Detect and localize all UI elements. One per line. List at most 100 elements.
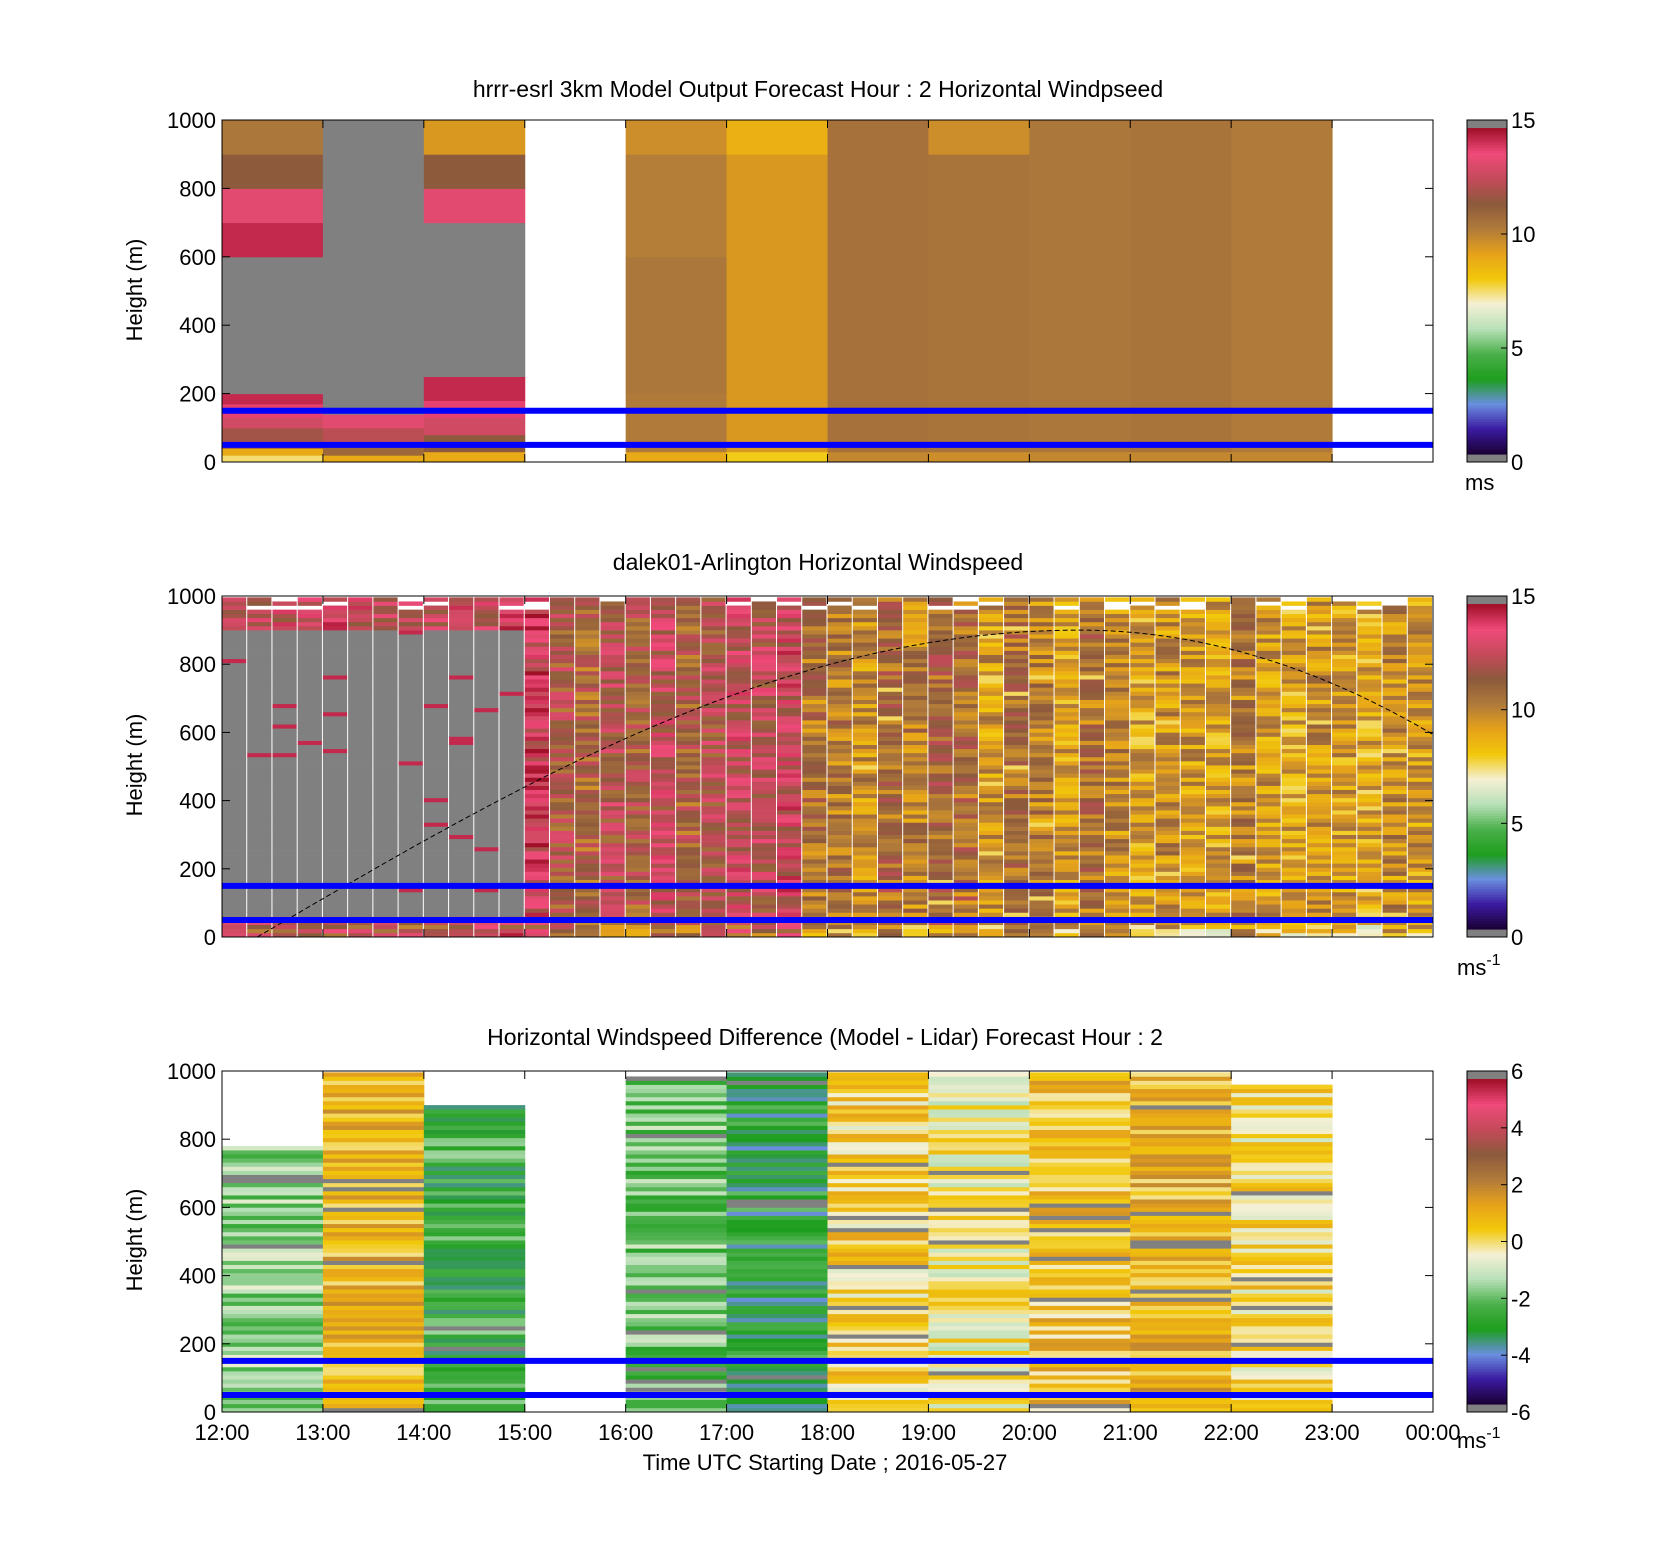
heatmap-cell (726, 1375, 828, 1380)
heatmap-cell (1130, 613, 1155, 619)
heatmap-cell (802, 859, 827, 864)
heatmap-cell (877, 626, 903, 631)
heatmap-cell (1029, 609, 1054, 615)
heatmap-cell (575, 863, 600, 868)
heatmap-cell (1155, 671, 1180, 676)
heatmap-cell (1004, 896, 1029, 901)
heatmap-cell (751, 781, 777, 786)
colorbar-segment (1467, 620, 1507, 624)
heatmap-cell (1281, 617, 1306, 623)
colorbar-segment (1467, 269, 1507, 273)
colorbar-segment (1467, 864, 1507, 868)
heatmap-cell (474, 789, 499, 795)
heatmap-cell (322, 912, 348, 917)
heatmap-cell (1231, 879, 1256, 885)
heatmap-cell (953, 851, 978, 856)
heatmap-cell (726, 1313, 828, 1319)
heatmap-cell (928, 810, 953, 815)
heatmap-cell (1029, 626, 1054, 631)
heatmap-cell (222, 1219, 324, 1225)
heatmap-cell (423, 1150, 526, 1155)
colorbar-segment (1467, 709, 1507, 713)
heatmap-cell (1004, 900, 1029, 905)
heatmap-cell (625, 707, 650, 713)
heatmap-cell (423, 785, 449, 790)
heatmap-cell (373, 818, 398, 823)
heatmap-cell (222, 1195, 324, 1200)
heatmap-cell (373, 826, 398, 831)
heatmap-cell (625, 765, 650, 770)
heatmap-cell (1332, 679, 1357, 684)
heatmap-cell (398, 891, 423, 897)
heatmap-cell (928, 711, 953, 717)
heatmap-cell (726, 1133, 828, 1139)
heatmap-cell (600, 769, 625, 774)
heatmap-cell (676, 756, 701, 762)
heatmap-cell (928, 601, 953, 606)
heatmap-cell (474, 859, 499, 864)
heatmap-cell (1332, 744, 1357, 750)
heatmap-cell (272, 777, 297, 782)
heatmap-cell (827, 724, 852, 729)
time-column (1079, 597, 1105, 938)
heatmap-cell (701, 797, 726, 803)
heatmap-cell (398, 724, 423, 729)
heatmap-cell (625, 1334, 728, 1339)
heatmap-cell (827, 1203, 929, 1208)
heatmap-cell (877, 896, 903, 901)
heatmap-cell (1332, 716, 1357, 721)
heatmap-cell (247, 724, 272, 729)
heatmap-cell (877, 720, 903, 725)
heatmap-cell (1306, 891, 1332, 897)
heatmap-cell (222, 932, 247, 938)
heatmap-cell (1079, 634, 1105, 639)
heatmap-cell (272, 871, 297, 876)
heatmap-cell (726, 846, 751, 852)
heatmap-cell (1130, 879, 1155, 885)
heatmap-cell (1155, 789, 1180, 795)
heatmap-cell (423, 1215, 526, 1220)
time-column (322, 120, 425, 463)
heatmap-cell (978, 752, 1004, 758)
heatmap-cell (1180, 806, 1205, 811)
heatmap-cell (751, 908, 777, 913)
heatmap-cell (726, 1084, 828, 1090)
heatmap-cell (1382, 666, 1407, 672)
colorbar-segment (1467, 443, 1507, 447)
heatmap-cell (1332, 732, 1357, 737)
heatmap-cell (222, 1146, 324, 1151)
heatmap-cell (423, 1309, 526, 1315)
heatmap-cell (423, 638, 449, 643)
heatmap-cell (1306, 662, 1332, 668)
heatmap-cell (1105, 711, 1130, 717)
heatmap-cell (524, 699, 549, 705)
heatmap-cell (625, 687, 650, 692)
heatmap-cell (423, 1264, 526, 1270)
heatmap-cell (449, 662, 474, 668)
heatmap-cell (1231, 671, 1256, 676)
heatmap-cell (222, 1182, 324, 1188)
heatmap-cell (1004, 642, 1029, 647)
y-axis-label: Height (m) (122, 714, 147, 817)
heatmap-cell (827, 904, 852, 909)
heatmap-cell (726, 1350, 828, 1356)
heatmap-cell (575, 773, 600, 778)
colorbar-segment (1467, 394, 1507, 398)
colorbar-segment (1467, 701, 1507, 705)
heatmap-cell (373, 846, 398, 852)
heatmap-cell (777, 908, 802, 913)
heatmap-cell (650, 900, 676, 905)
heatmap-cell (524, 621, 549, 627)
heatmap-cell (701, 613, 726, 619)
heatmap-cell (222, 1276, 324, 1282)
colorbar-segment (1467, 923, 1507, 927)
heatmap-cell (222, 842, 247, 848)
heatmap-cell (398, 695, 423, 700)
heatmap-cell (1105, 867, 1130, 872)
heatmap-cell (625, 720, 650, 725)
heatmap-cell (272, 740, 297, 745)
colorbar-segment (1467, 418, 1507, 422)
heatmap-cell (827, 1076, 929, 1081)
heatmap-cell (928, 846, 953, 852)
colorbar-segment (1467, 696, 1507, 700)
